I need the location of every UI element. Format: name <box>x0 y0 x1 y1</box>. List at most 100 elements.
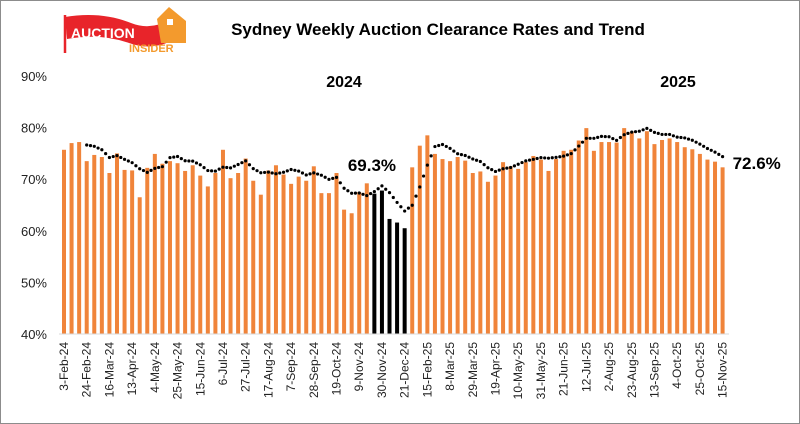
bar <box>478 171 483 334</box>
trend-point <box>664 132 668 137</box>
trend-point <box>289 167 293 172</box>
trend-point <box>387 191 392 195</box>
trend-point <box>459 153 464 157</box>
trend-point <box>278 171 282 175</box>
bar <box>198 175 203 334</box>
trend-point <box>270 171 274 175</box>
x-tick-label: 2-Aug-25 <box>602 342 616 392</box>
bar <box>107 173 112 334</box>
logo-word1: AUCTION <box>71 25 135 41</box>
trend-point <box>637 129 641 133</box>
callout-69-3: 69.3% <box>348 156 396 175</box>
trend-point <box>225 165 229 170</box>
bar <box>190 165 195 334</box>
trend-point <box>350 191 354 195</box>
bar <box>357 192 362 334</box>
trend-point <box>213 169 217 173</box>
trend-point <box>709 148 713 152</box>
trend-point <box>300 171 305 175</box>
trend-point <box>630 130 634 134</box>
bar <box>220 149 225 334</box>
trend-point <box>88 144 93 148</box>
trend-point <box>331 176 335 180</box>
trend-point <box>395 200 399 205</box>
trend-point <box>520 160 524 165</box>
trend-point <box>633 130 638 134</box>
bar <box>644 131 649 334</box>
bar <box>538 159 543 334</box>
trend-point <box>145 170 149 174</box>
chart-title: Sydney Weekly Auction Clearance Rates an… <box>231 20 645 39</box>
trend-point <box>406 206 411 210</box>
trend-point <box>649 128 653 132</box>
bar <box>417 145 422 334</box>
trend-point <box>671 134 675 138</box>
trend-point <box>168 156 172 160</box>
trend-point <box>512 164 517 168</box>
bar <box>675 142 680 334</box>
trend-point <box>107 155 112 160</box>
bar <box>508 166 513 334</box>
trend-point <box>539 156 543 160</box>
trend-point <box>448 146 452 150</box>
trend-point <box>493 169 498 174</box>
trend-point <box>679 135 683 140</box>
bar <box>281 174 286 334</box>
bar <box>296 176 301 334</box>
trend-point <box>698 142 702 146</box>
trend-point <box>361 192 365 196</box>
trend-point <box>266 170 270 174</box>
trend-point <box>516 162 520 166</box>
bar <box>258 194 263 334</box>
bar <box>122 169 127 334</box>
bar <box>326 193 331 334</box>
trend-point <box>334 175 339 179</box>
x-tick-label: 7-Sep-24 <box>284 342 298 392</box>
trend-point <box>554 155 558 159</box>
bar <box>584 128 589 334</box>
trend-point <box>720 155 725 159</box>
bar <box>364 183 369 334</box>
trend-point <box>618 135 622 140</box>
bar <box>682 147 687 334</box>
bar <box>637 138 642 334</box>
bar <box>243 158 248 334</box>
trend-point <box>471 157 475 161</box>
trend-point <box>550 156 554 160</box>
trend-point <box>391 195 395 200</box>
trend-point <box>221 165 225 169</box>
trend-point <box>368 191 373 196</box>
trend-point <box>380 184 384 188</box>
bar <box>690 149 695 334</box>
trend-point <box>611 136 615 141</box>
x-tick-label: 15-Nov-25 <box>716 342 730 398</box>
trend-point <box>206 168 210 173</box>
x-tick-label: 9-Nov-24 <box>352 342 366 392</box>
trend-point <box>293 168 297 172</box>
trend-point <box>486 166 490 170</box>
trend-point <box>437 143 441 148</box>
x-tick-label: 21-Dec-24 <box>398 342 412 398</box>
bar <box>622 128 627 334</box>
x-tick-label: 12-Jul-25 <box>579 342 593 392</box>
trend-point <box>244 159 248 163</box>
trend-point <box>474 158 479 162</box>
x-tick-label: 31-May-25 <box>534 342 548 400</box>
trend-point <box>490 167 494 172</box>
trend-point <box>683 136 687 140</box>
bar <box>470 173 475 334</box>
trend-point <box>251 167 255 171</box>
y-tick-label: 80% <box>21 121 47 136</box>
trend-point <box>686 137 691 141</box>
trend-point <box>414 194 418 198</box>
bar <box>463 160 468 334</box>
trend-point <box>656 131 660 136</box>
x-tick-label: 28-Sep-24 <box>307 342 321 398</box>
trend-point <box>626 131 630 136</box>
trend-point <box>191 159 195 163</box>
trend-point <box>584 136 588 140</box>
bar <box>236 173 241 334</box>
trend-point <box>236 162 240 167</box>
trend-point <box>433 144 437 149</box>
trend-point <box>652 130 657 134</box>
